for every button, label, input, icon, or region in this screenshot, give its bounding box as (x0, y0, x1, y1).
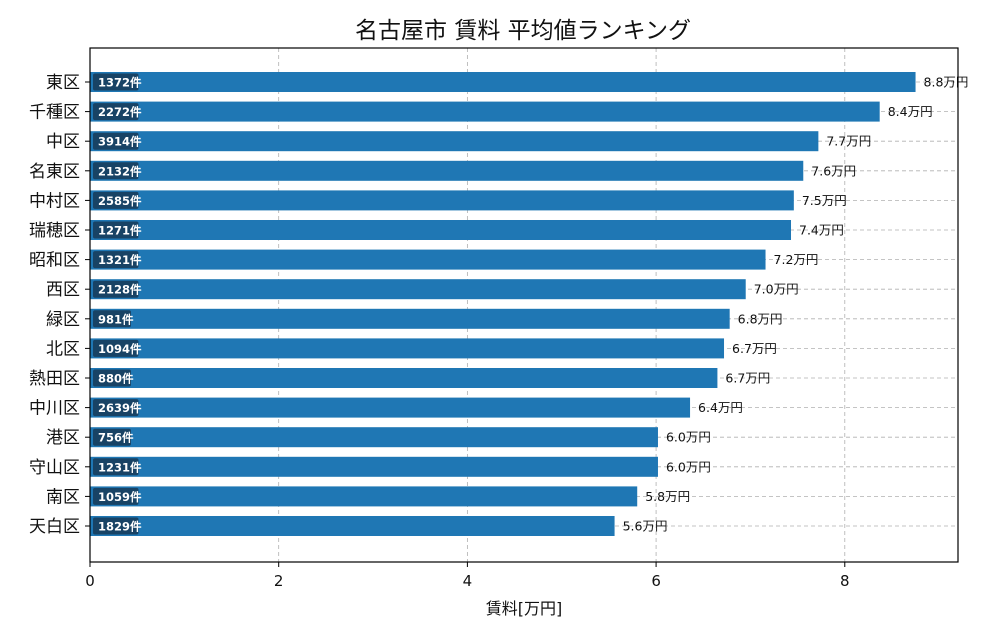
x-tick-label: 0 (85, 572, 95, 590)
bar (90, 131, 819, 152)
bar (90, 279, 746, 300)
category-label: 中川区 (29, 399, 80, 419)
bar (90, 516, 615, 536)
x-tick-label: 6 (651, 572, 661, 590)
count-badge (93, 132, 139, 150)
count-label: 2585件 (98, 194, 142, 208)
count-label: 3914件 (98, 135, 142, 149)
count-badge (93, 487, 139, 505)
category-label: 中村区 (29, 191, 80, 211)
grid-layer (89, 48, 958, 562)
x-tick-label: 4 (463, 572, 473, 590)
count-badge (93, 339, 139, 357)
count-badge (93, 517, 139, 535)
bar (90, 308, 730, 329)
count-badge (93, 191, 139, 209)
value-label: 6.8万円 (738, 311, 783, 326)
value-label: 6.0万円 (666, 459, 711, 474)
category-label: 東区 (46, 73, 80, 93)
value-label: 7.0万円 (754, 282, 799, 297)
category-label: 守山区 (29, 458, 80, 478)
count-label: 756件 (98, 431, 134, 445)
bar (90, 160, 804, 181)
value-label: 7.6万円 (811, 163, 856, 178)
count-label: 1372件 (98, 76, 142, 90)
count-badge (93, 162, 139, 180)
count-label: 1321件 (98, 253, 142, 267)
category-label: 名東区 (29, 162, 80, 182)
category-label: 天白区 (29, 517, 80, 537)
bar (90, 338, 725, 359)
value-label: 8.8万円 (924, 75, 969, 90)
x-axis: 0 2 4 6 8 (85, 562, 850, 590)
bar (90, 456, 658, 477)
count-badge (93, 428, 131, 446)
bar (90, 72, 916, 92)
bars-layer: 1372件 8.8万円 2272件 8.4万円 3914件 7.7万円 2132件 7.6万円… (90, 72, 968, 536)
category-label: 中区 (46, 132, 80, 152)
bar (90, 101, 880, 122)
count-label: 880件 (98, 372, 134, 386)
category-label: 昭和区 (29, 251, 80, 271)
bar (90, 220, 792, 240)
bar (90, 427, 658, 448)
y-axis: 東区千種区中区名東区中村区瑞穂区昭和区西区緑区北区熱田区中川区港区守山区南区天白… (29, 73, 90, 537)
value-label: 6.4万円 (698, 400, 743, 415)
category-label: 北区 (46, 339, 80, 359)
count-badge (93, 369, 131, 387)
count-badge (93, 399, 139, 417)
count-badge (93, 221, 139, 239)
count-label: 1094件 (98, 342, 142, 356)
count-label: 2639件 (98, 401, 142, 415)
value-label: 6.7万円 (732, 341, 777, 356)
count-label: 1231件 (98, 460, 142, 474)
bar (90, 486, 638, 507)
chart-title: 名古屋市 賃料 平均値ランキング (355, 18, 691, 44)
x-tick-label: 2 (274, 572, 284, 590)
value-label: 6.7万円 (725, 371, 770, 386)
value-label: 5.8万円 (645, 489, 690, 504)
category-label: 緑区 (46, 310, 80, 330)
value-label: 5.6万円 (623, 519, 668, 534)
category-label: 西区 (46, 280, 80, 300)
count-label: 2128件 (98, 283, 142, 297)
count-badge (93, 251, 139, 269)
count-badge (93, 280, 139, 298)
x-tick-label: 8 (840, 572, 850, 590)
bar (90, 190, 794, 211)
value-label: 7.4万円 (799, 223, 844, 238)
count-label: 1829件 (98, 520, 142, 534)
count-label: 1271件 (98, 224, 142, 238)
count-label: 2272件 (98, 105, 142, 119)
value-label: 7.2万円 (774, 252, 819, 267)
count-label: 1059件 (98, 490, 142, 504)
plot-frame (89, 47, 959, 563)
count-badge (93, 458, 139, 476)
x-axis-label: 賃料[万円] (486, 599, 563, 618)
count-label: 2132件 (98, 164, 142, 178)
category-label: 千種区 (29, 103, 80, 123)
category-label: 熱田区 (29, 369, 80, 389)
count-label: 981件 (98, 312, 134, 326)
value-label: 6.0万円 (666, 430, 711, 445)
count-badge (93, 103, 139, 121)
value-label: 7.7万円 (826, 134, 871, 149)
value-label: 8.4万円 (888, 104, 933, 119)
bar (90, 397, 691, 418)
bar (90, 368, 718, 388)
count-badge (93, 310, 131, 328)
count-badge (93, 73, 139, 91)
category-label: 南区 (46, 487, 80, 507)
category-label: 港区 (46, 428, 80, 448)
bar (90, 249, 766, 270)
value-label: 7.5万円 (802, 193, 847, 208)
category-label: 瑞穂区 (29, 221, 80, 241)
